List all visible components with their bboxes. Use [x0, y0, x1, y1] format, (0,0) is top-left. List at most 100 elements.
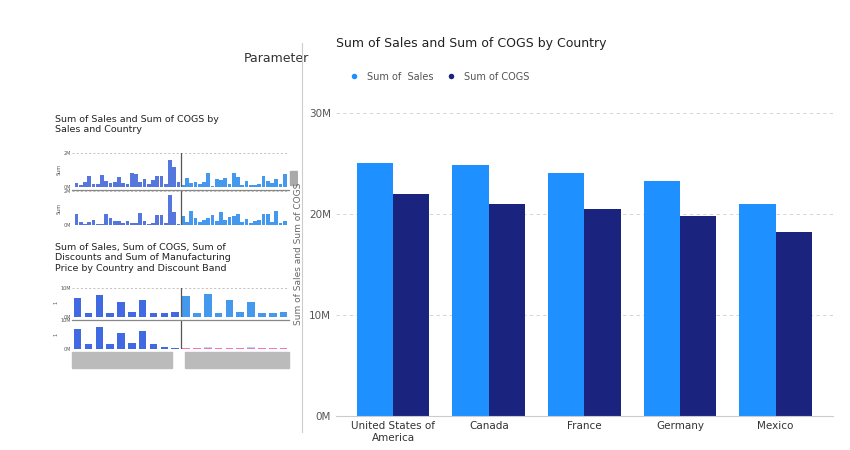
Bar [122, 183, 125, 187]
Bar [269, 348, 276, 349]
Bar [109, 218, 112, 225]
Bar [130, 223, 133, 225]
Bar [85, 313, 93, 317]
Bar [198, 222, 201, 225]
Bar [160, 215, 163, 225]
Bar [219, 180, 223, 187]
Bar [258, 184, 261, 187]
Bar [105, 181, 108, 187]
Bar [128, 343, 136, 349]
Bar [215, 348, 223, 349]
Bar [139, 213, 142, 225]
Y-axis label: Sum: Sum [57, 164, 62, 176]
Bar [150, 344, 157, 349]
Bar [161, 313, 168, 317]
Bar [236, 312, 244, 317]
Bar [193, 313, 201, 317]
Bar [164, 184, 167, 187]
Bar [88, 222, 91, 225]
Bar [117, 220, 121, 225]
Bar [266, 214, 269, 225]
Bar [182, 348, 190, 349]
Bar [109, 183, 112, 187]
Bar [72, 352, 172, 368]
Bar [266, 181, 269, 187]
Bar [185, 178, 189, 187]
Bar [143, 221, 146, 225]
Bar [215, 221, 218, 225]
Bar [258, 313, 266, 317]
Bar [228, 184, 231, 187]
Bar [247, 302, 255, 317]
Bar [241, 222, 244, 225]
Bar [182, 348, 190, 349]
Bar [130, 173, 133, 187]
Bar [275, 179, 278, 187]
Bar [168, 194, 172, 225]
Bar [164, 223, 167, 225]
Bar [680, 216, 717, 416]
Bar [198, 184, 201, 187]
Bar [177, 182, 180, 187]
Bar [190, 211, 193, 225]
Bar [262, 176, 265, 187]
Bar [253, 221, 257, 225]
Bar [147, 184, 150, 187]
Bar [224, 220, 227, 225]
Bar [236, 214, 240, 225]
Bar [194, 218, 197, 225]
Bar [100, 224, 104, 225]
Bar [74, 297, 82, 317]
Bar [172, 312, 179, 317]
Bar [128, 312, 136, 317]
Bar [181, 216, 184, 225]
Bar [139, 331, 146, 349]
Bar [117, 302, 125, 317]
Bar [156, 176, 159, 187]
Bar [207, 173, 210, 187]
Bar [262, 214, 265, 225]
Bar [185, 222, 189, 225]
Bar [134, 223, 138, 225]
Bar [279, 184, 282, 187]
Bar [151, 223, 155, 225]
Bar [113, 221, 116, 225]
Bar [204, 294, 212, 317]
Bar [173, 212, 176, 225]
Bar [584, 209, 620, 416]
Bar [105, 214, 108, 225]
Bar [775, 232, 812, 416]
Bar [207, 218, 210, 225]
Text: Sum of Sales and Sum of COGS by
Sales and Country: Sum of Sales and Sum of COGS by Sales an… [55, 115, 219, 134]
Bar [96, 184, 99, 187]
Bar [185, 352, 289, 368]
Bar [283, 174, 286, 187]
Bar [74, 329, 82, 349]
Bar [113, 182, 116, 187]
Bar [126, 184, 129, 187]
Bar [150, 313, 157, 317]
Bar [232, 216, 235, 225]
Bar [270, 183, 274, 187]
Bar [643, 181, 680, 416]
Bar [172, 348, 179, 349]
Legend: Sum of  Sales, Sum of COGS: Sum of Sales, Sum of COGS [341, 68, 533, 86]
Bar [126, 221, 129, 225]
Bar [88, 176, 91, 187]
Bar [79, 221, 82, 225]
Bar [96, 224, 99, 225]
Text: Sum of Sales, Sum of COGS, Sum of
Discounts and Sum of Manufacturing
Price by Co: Sum of Sales, Sum of COGS, Sum of Discou… [55, 243, 231, 273]
Bar [245, 219, 248, 225]
Bar [117, 176, 121, 187]
Bar [211, 186, 214, 187]
Bar [279, 223, 282, 225]
Bar [232, 173, 235, 187]
Bar [740, 204, 776, 416]
Bar [225, 348, 233, 349]
Bar [194, 182, 197, 187]
Bar [280, 312, 287, 317]
Bar [182, 296, 190, 317]
Bar [241, 184, 244, 187]
Bar [202, 182, 206, 187]
Bar [83, 224, 87, 225]
